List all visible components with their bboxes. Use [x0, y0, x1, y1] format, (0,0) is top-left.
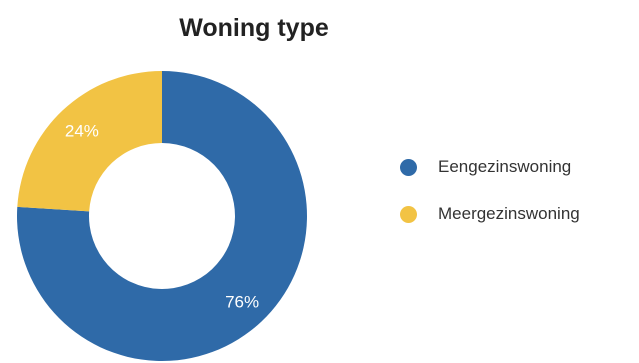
- legend-swatch-meergezinswoning: [400, 205, 417, 223]
- legend-item-eengezinswoning[interactable]: Eengezinswoning: [400, 156, 580, 178]
- legend-item-meergezinswoning[interactable]: Meergezinswoning: [400, 203, 580, 225]
- donut-slice-meergezinswoning[interactable]: [17, 70, 162, 212]
- chart-title: Woning type: [179, 14, 329, 42]
- legend-label-meergezinswoning: Meergezinswoning: [438, 204, 580, 223]
- slice-label-eengezinswoning: 76%: [225, 292, 259, 311]
- donut-slice-eengezinswoning[interactable]: [17, 71, 308, 361]
- slice-label-meergezinswoning: 24%: [65, 122, 99, 141]
- legend-label-eengezinswoning: Eengezinswoning: [438, 157, 572, 176]
- donut-slices: [17, 70, 308, 361]
- legend-swatch-eengezinswoning: [400, 158, 417, 176]
- slice-labels: 76% 24%: [65, 122, 259, 312]
- legend: Eengezinswoning Meergezinswoning: [400, 156, 580, 250]
